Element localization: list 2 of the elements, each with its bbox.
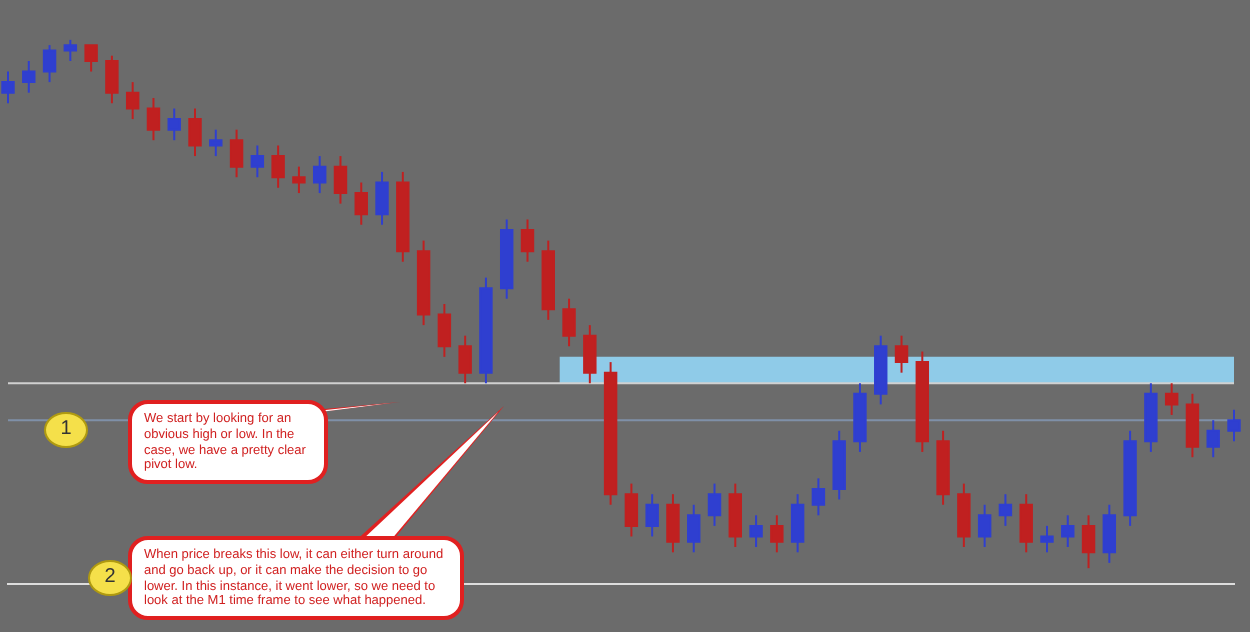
annotation: 1 bbox=[44, 412, 88, 448]
annotation: 2 bbox=[88, 560, 132, 596]
